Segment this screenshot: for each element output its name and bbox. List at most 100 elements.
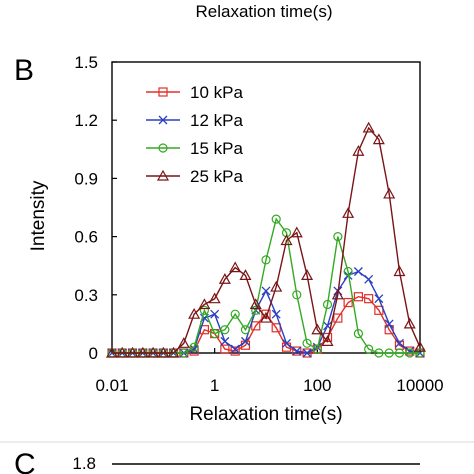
data-point-12kpa (271, 309, 281, 319)
data-point-15kpa (199, 305, 210, 315)
legend-label-15kpa: 15 kPa (190, 139, 243, 158)
y-tick-label: 0.6 (74, 228, 98, 247)
data-point-15kpa (394, 348, 405, 358)
data-point-25kpa (331, 288, 344, 300)
data-point-25kpa (301, 269, 314, 280)
data-point-25kpa (126, 346, 139, 358)
panel-b-label: B (14, 54, 34, 87)
data-point-15kpa (210, 329, 220, 339)
data-point-12kpa (364, 274, 374, 284)
data-point-25kpa (321, 335, 334, 346)
data-point-10kpa (384, 325, 394, 335)
legend-marker-15kpa (158, 143, 168, 153)
data-point-10kpa (364, 294, 374, 304)
data-point-15kpa (353, 329, 364, 339)
series-25kpa (105, 121, 427, 358)
data-point-25kpa (177, 337, 190, 348)
legend-marker-25kpa (156, 169, 170, 181)
data-point-15kpa (292, 290, 302, 300)
data-point-25kpa (413, 340, 427, 352)
data-point-12kpa (395, 338, 404, 348)
data-point-10kpa (343, 297, 353, 308)
y-axis-label: Intensity (28, 180, 49, 251)
data-point-25kpa (167, 346, 180, 358)
data-point-25kpa (198, 298, 211, 310)
data-point-25kpa (188, 307, 201, 319)
data-point-25kpa (218, 273, 231, 284)
y-tick-label: 1.2 (74, 111, 98, 130)
data-point-12kpa (292, 346, 302, 356)
data-point-12kpa (353, 267, 363, 276)
series-line-15kpa (112, 217, 420, 354)
data-point-12kpa (374, 294, 384, 304)
data-point-25kpa (239, 269, 252, 280)
legend: 10 kPa 12 kPa 15 kPa 25 kPa (146, 83, 243, 186)
data-point-25kpa (105, 346, 119, 358)
data-point-25kpa (259, 311, 273, 323)
data-point-10kpa (374, 305, 384, 315)
top-panel-xlabel: Relaxation time(s) (196, 2, 333, 21)
data-point-10kpa (292, 346, 302, 356)
series-10kpa (107, 292, 425, 358)
data-point-25kpa (136, 346, 149, 358)
data-point-25kpa (147, 346, 160, 358)
data-point-10kpa (271, 323, 281, 333)
y-tick-label: 0.3 (74, 286, 98, 305)
data-point-12kpa (189, 344, 199, 354)
data-point-15kpa (312, 344, 322, 354)
data-point-15kpa (405, 348, 415, 358)
data-point-15kpa (189, 342, 199, 352)
data-point-25kpa (290, 226, 303, 238)
data-point-25kpa (372, 133, 385, 145)
data-point-12kpa (384, 319, 394, 329)
plot-frame (111, 61, 421, 354)
data-point-15kpa (384, 348, 394, 358)
data-point-25kpa (403, 317, 416, 329)
data-point-25kpa (270, 280, 283, 292)
data-point-25kpa (229, 261, 242, 273)
data-point-25kpa (362, 121, 375, 133)
series-line-10kpa (112, 295, 421, 354)
legend-label-12kpa: 12 kPa (190, 111, 243, 130)
data-point-15kpa (302, 338, 312, 348)
y-tick-label: 0 (89, 344, 98, 363)
data-point-15kpa (364, 344, 374, 354)
data-point-15kpa (220, 325, 230, 335)
x-axis-label: Relaxation time(s) (189, 404, 342, 425)
data-point-15kpa (374, 348, 384, 358)
data-point-12kpa (220, 336, 230, 346)
data-point-15kpa (230, 309, 240, 319)
data-point-12kpa (210, 309, 220, 319)
data-point-25kpa (208, 292, 221, 304)
data-point-25kpa (352, 145, 365, 156)
data-point-25kpa (280, 234, 293, 246)
data-point-12kpa (405, 346, 415, 356)
series-line-25kpa (112, 126, 421, 354)
data-point-10kpa (230, 346, 240, 356)
data-point-15kpa (415, 348, 425, 358)
data-point-10kpa (302, 348, 312, 358)
data-point-10kpa (220, 344, 230, 354)
series-layer (105, 121, 427, 358)
data-point-15kpa (333, 232, 343, 242)
data-point-12kpa (230, 344, 240, 354)
data-point-12kpa (261, 286, 271, 296)
data-point-10kpa (333, 313, 343, 323)
data-point-10kpa (251, 321, 261, 331)
y-tick-label: 0.9 (74, 169, 98, 188)
panel-c-label: C (14, 448, 36, 474)
data-point-25kpa (249, 298, 262, 310)
data-point-15kpa (281, 228, 292, 238)
data-point-15kpa (240, 325, 251, 335)
x-tick-label: 1 (210, 376, 219, 395)
data-point-12kpa (282, 338, 291, 348)
x-axis-ticks: 0.01 1 100 10000 (95, 348, 444, 395)
data-point-15kpa (322, 299, 333, 310)
data-point-25kpa (311, 323, 324, 335)
y-axis-ticks: 0 0.3 0.6 0.9 1.2 1.5 (74, 53, 117, 363)
data-point-25kpa (157, 346, 170, 358)
y-tick-label: 1.5 (74, 53, 98, 72)
legend-label-10kpa: 10 kPa (190, 83, 243, 102)
legend-marker-12kpa (158, 115, 168, 125)
